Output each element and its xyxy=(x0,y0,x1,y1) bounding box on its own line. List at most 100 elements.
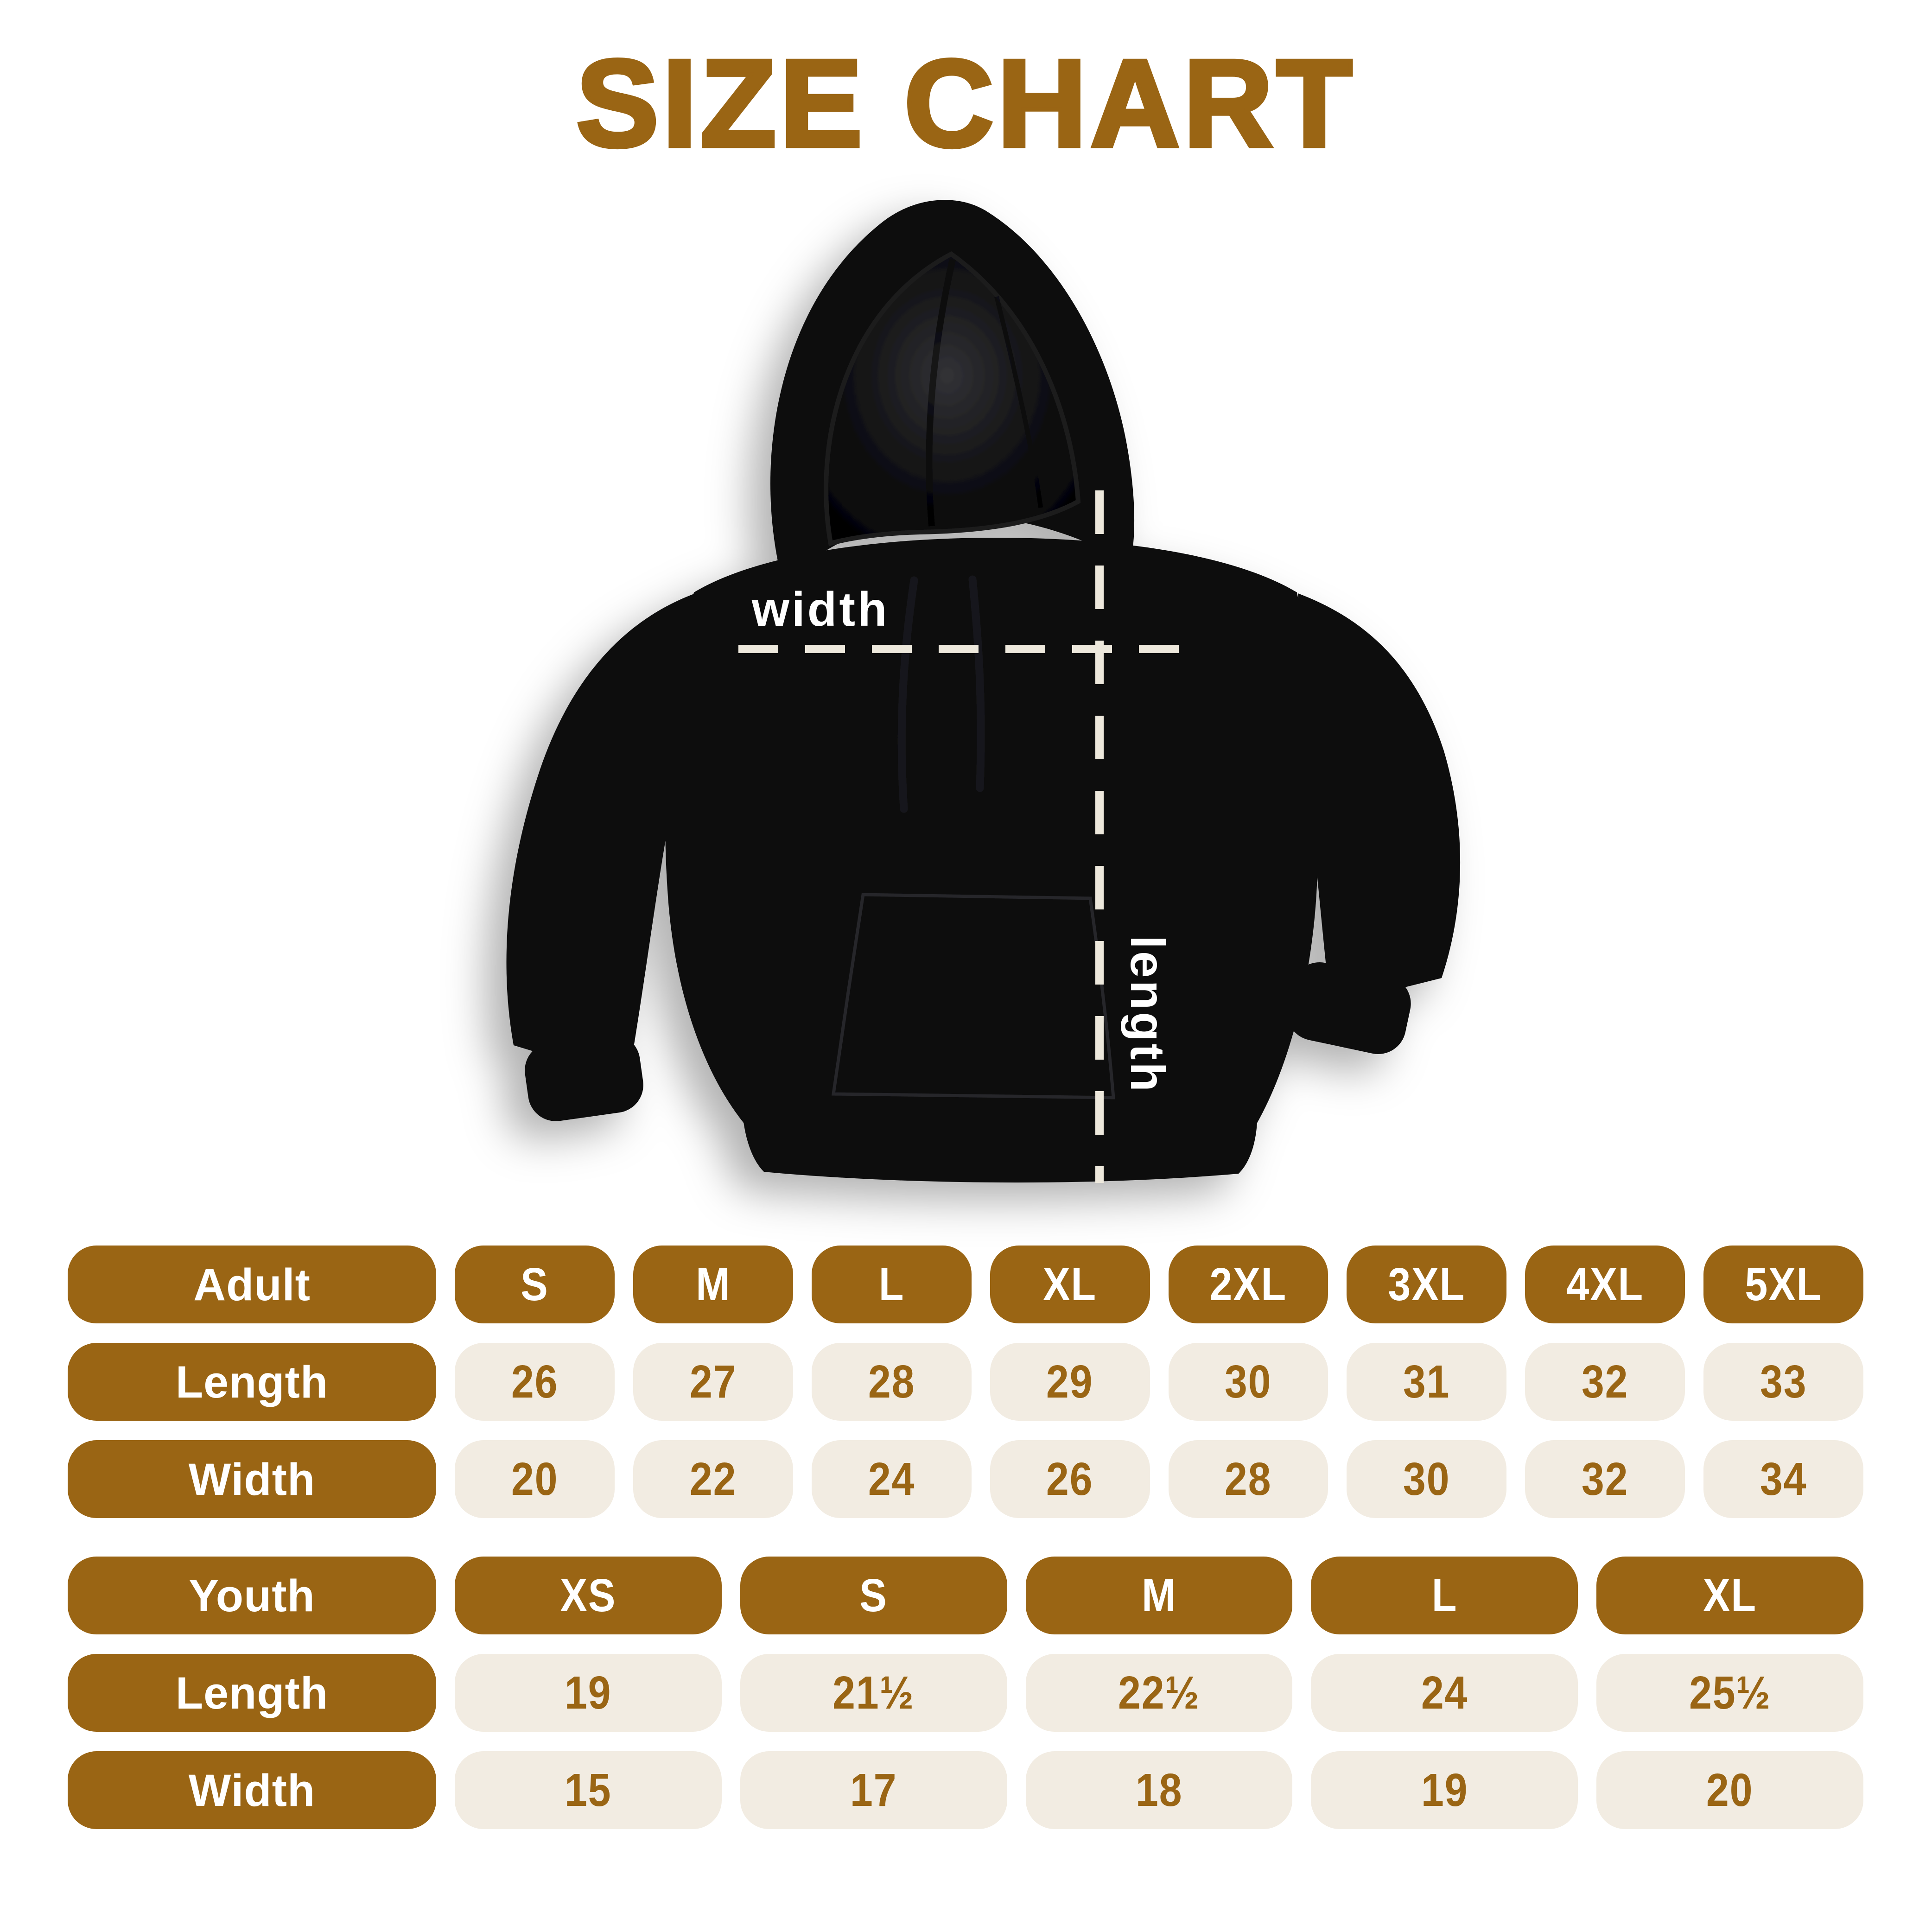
adult-size-L-text: L xyxy=(878,1258,904,1310)
youth-size-table: Youth XS S M L XL Length 19 21½ 22½ 24 25½ Width 15 17… xyxy=(68,1557,1863,1829)
adult-value-cell: 24 xyxy=(811,1440,972,1518)
adult-size-3XL-text: 3XL xyxy=(1388,1258,1466,1310)
adult-value-cell-text: 32 xyxy=(1581,1356,1629,1408)
adult-size-S-text: S xyxy=(521,1258,549,1310)
adult-value-cell-text: 22 xyxy=(689,1453,737,1505)
adult-size-5XL: 5XL xyxy=(1703,1246,1863,1323)
hoodie-pocket xyxy=(831,893,1115,1099)
width-label: width xyxy=(751,583,889,636)
hoodie-hood-lining xyxy=(824,251,1081,547)
adult-row-label: Length xyxy=(68,1343,436,1421)
youth-row-label: Length xyxy=(68,1654,436,1732)
youth-size-L-text: L xyxy=(1431,1570,1458,1621)
hoodie-drawstring-left xyxy=(897,576,918,813)
youth-group-label: Youth xyxy=(68,1557,436,1634)
adult-value-cell-text: 30 xyxy=(1225,1356,1272,1408)
adult-value-cell-text: 26 xyxy=(1046,1453,1093,1505)
adult-value-cell: 27 xyxy=(633,1343,793,1421)
youth-value-cell: 25½ xyxy=(1596,1654,1863,1732)
hoodie-hem-band xyxy=(742,1099,1258,1183)
youth-size-M-text: M xyxy=(1141,1570,1177,1621)
youth-value-cell-text: 15 xyxy=(565,1764,612,1816)
adult-value-cell-text: 28 xyxy=(868,1356,915,1408)
adult-value-cell: 29 xyxy=(990,1343,1150,1421)
youth-value-cell-text: 18 xyxy=(1135,1764,1183,1816)
hoodie-drawstring-right xyxy=(968,575,985,792)
adult-value-cell: 22 xyxy=(633,1440,793,1518)
adult-size-3XL: 3XL xyxy=(1347,1246,1507,1323)
youth-size-XS: XS xyxy=(455,1557,722,1634)
youth-length-row: Length 19 21½ 22½ 24 25½ xyxy=(68,1654,1863,1732)
youth-value-cell-text: 22½ xyxy=(1118,1667,1200,1719)
youth-size-M: M xyxy=(1025,1557,1293,1634)
adult-size-M-text: M xyxy=(695,1258,731,1310)
adult-value-cell: 20 xyxy=(455,1440,615,1518)
adult-value-cell-text: 20 xyxy=(511,1453,559,1505)
adult-row-label-text: Width xyxy=(188,1454,316,1505)
adult-group-label-text: Adult xyxy=(193,1259,311,1310)
adult-value-cell-text: 24 xyxy=(868,1453,915,1505)
adult-value-cell-text: 33 xyxy=(1760,1356,1807,1408)
adult-length-row: Length 26 27 28 29 30 31 32 33 xyxy=(68,1343,1863,1421)
adult-value-cell-text: 26 xyxy=(511,1356,559,1408)
youth-value-cell: 19 xyxy=(1311,1751,1578,1829)
youth-size-L: L xyxy=(1311,1557,1578,1634)
hoodie-hood xyxy=(770,200,1135,585)
youth-value-cell-text: 19 xyxy=(1421,1764,1468,1816)
youth-value-cell: 22½ xyxy=(1025,1654,1293,1732)
adult-size-M: M xyxy=(633,1246,793,1323)
adult-value-cell-text: 30 xyxy=(1403,1453,1450,1505)
hood-fold-line xyxy=(926,259,956,527)
youth-value-cell: 20 xyxy=(1596,1751,1863,1829)
adult-row-label-text: Length xyxy=(175,1356,329,1407)
adult-row-label: Width xyxy=(68,1440,436,1518)
youth-value-cell: 21½ xyxy=(740,1654,1007,1732)
adult-value-cell: 30 xyxy=(1168,1343,1328,1421)
adult-size-S: S xyxy=(455,1246,615,1323)
hoodie-left-cuff xyxy=(525,1034,643,1121)
adult-header-row: Adult S M L XL 2XL 3XL 4XL 5XL xyxy=(68,1246,1863,1323)
youth-value-cell: 19 xyxy=(455,1654,722,1732)
youth-row-label: Width xyxy=(68,1751,436,1829)
size-tables: Adult S M L XL 2XL 3XL 4XL 5XL Length 26 27 28 29 30 31… xyxy=(68,1246,1863,1849)
youth-value-cell-text: 20 xyxy=(1706,1764,1754,1816)
youth-value-cell: 18 xyxy=(1025,1751,1293,1829)
adult-value-cell-text: 34 xyxy=(1760,1453,1807,1505)
adult-width-row: Width 20 22 24 26 28 30 32 34 xyxy=(68,1440,1863,1518)
youth-row-label-text: Width xyxy=(188,1765,316,1816)
adult-size-XL-text: XL xyxy=(1043,1258,1097,1310)
youth-value-cell-text: 25½ xyxy=(1689,1667,1771,1719)
youth-value-cell: 24 xyxy=(1311,1654,1578,1732)
adult-value-cell-text: 31 xyxy=(1403,1356,1450,1408)
adult-value-cell: 31 xyxy=(1347,1343,1507,1421)
youth-value-cell-text: 21½ xyxy=(833,1667,915,1719)
youth-header-row: Youth XS S M L XL xyxy=(68,1557,1863,1634)
adult-value-cell: 26 xyxy=(455,1343,615,1421)
page-title: SIZE CHART xyxy=(574,34,1356,172)
adult-group-label: Adult xyxy=(68,1246,436,1323)
adult-value-cell: 30 xyxy=(1347,1440,1507,1518)
adult-value-cell-text: 28 xyxy=(1225,1453,1272,1505)
hoodie-image: width length xyxy=(506,200,1461,1183)
length-label: length xyxy=(1120,935,1174,1094)
adult-size-4XL-text: 4XL xyxy=(1566,1258,1644,1310)
adult-size-2XL-text: 2XL xyxy=(1209,1258,1287,1310)
hoodie-right-sleeve xyxy=(1298,593,1461,1006)
youth-size-XL-text: XL xyxy=(1703,1570,1757,1621)
adult-size-XL: XL xyxy=(990,1246,1150,1323)
hoodie-illustration xyxy=(506,200,1461,1183)
adult-value-cell: 32 xyxy=(1525,1343,1685,1421)
adult-value-cell: 34 xyxy=(1703,1440,1863,1518)
youth-size-S: S xyxy=(740,1557,1007,1634)
adult-value-cell: 26 xyxy=(990,1440,1150,1518)
adult-size-5XL-text: 5XL xyxy=(1745,1258,1822,1310)
adult-size-4XL: 4XL xyxy=(1525,1246,1685,1323)
adult-size-2XL: 2XL xyxy=(1168,1246,1328,1323)
adult-value-cell: 28 xyxy=(1168,1440,1328,1518)
hood-fold-line xyxy=(994,296,1043,508)
adult-value-cell: 32 xyxy=(1525,1440,1685,1518)
youth-value-cell: 15 xyxy=(455,1751,722,1829)
youth-width-row: Width 15 17 18 19 20 xyxy=(68,1751,1863,1829)
hoodie-body xyxy=(665,538,1319,1131)
